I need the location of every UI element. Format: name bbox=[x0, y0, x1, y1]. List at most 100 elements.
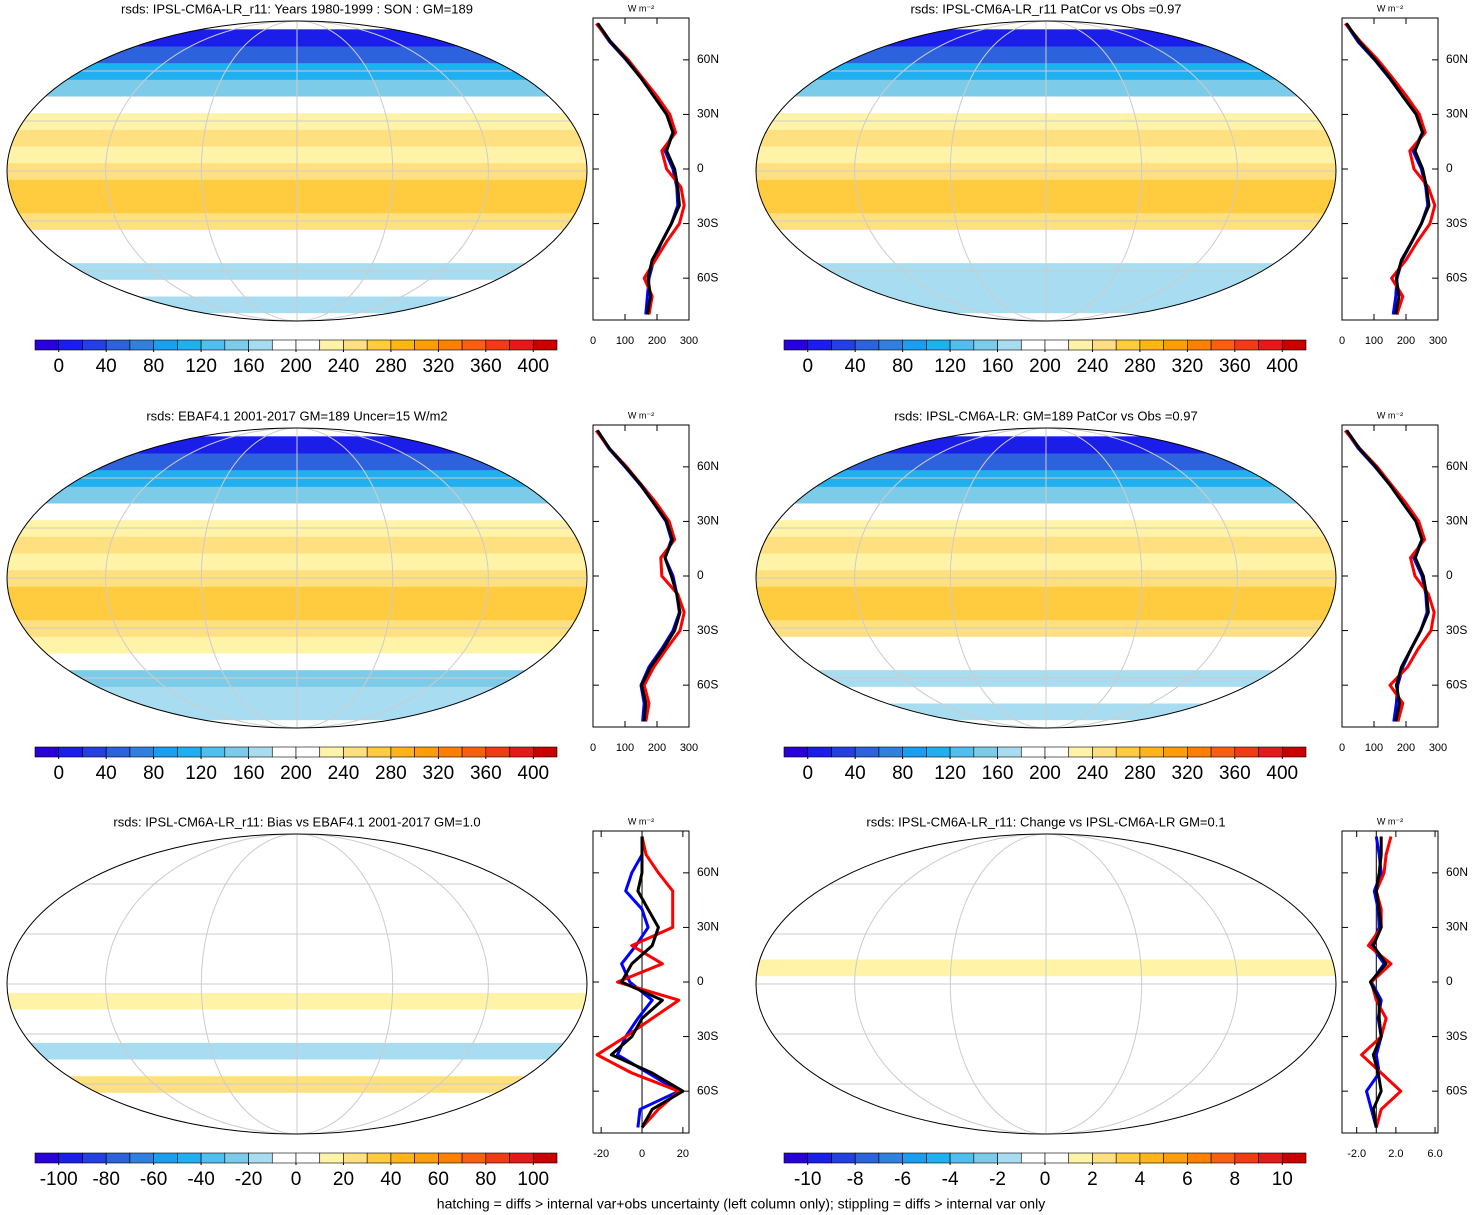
colorbar-tick-label: -8 bbox=[847, 1169, 864, 1190]
colorbar-box bbox=[177, 339, 202, 351]
colorbar-box bbox=[878, 746, 903, 758]
x-tick-label: 0 bbox=[590, 335, 596, 347]
graticule bbox=[949, 834, 1143, 1134]
x-tick-label: 300 bbox=[1429, 335, 1447, 347]
map-outline bbox=[755, 427, 1337, 729]
colorbar-box bbox=[973, 1152, 998, 1164]
x-tick-label: 20 bbox=[677, 1148, 689, 1160]
colorbar-box bbox=[1139, 1152, 1164, 1164]
colorbar-tick-label: -2 bbox=[989, 1169, 1006, 1190]
colorbar-box bbox=[1187, 746, 1212, 758]
colorbar-box bbox=[997, 746, 1022, 758]
y-tick-label: 30N bbox=[1446, 514, 1468, 528]
x-tick-label: 100 bbox=[616, 742, 634, 754]
graticule bbox=[200, 428, 394, 728]
colorbar-tick-label: 4 bbox=[1135, 1169, 1146, 1190]
map-field bbox=[7, 428, 587, 728]
colorbar-box bbox=[831, 339, 856, 351]
graticule bbox=[200, 21, 394, 321]
colorbar-box bbox=[319, 1152, 344, 1164]
colorbar-box bbox=[248, 1152, 273, 1164]
x-tick-label: 0 bbox=[1339, 335, 1345, 347]
y-tick-label: 0 bbox=[697, 568, 704, 582]
colorbar-box bbox=[1020, 746, 1046, 758]
colorbar-box bbox=[1115, 339, 1141, 351]
colorbar-box bbox=[1068, 746, 1093, 758]
colorbar-box bbox=[129, 746, 154, 758]
colorbar-tick-label: 40 bbox=[96, 763, 117, 784]
colorbar-tick-label: 120 bbox=[934, 763, 966, 784]
y-tick-label: 60S bbox=[1446, 1083, 1467, 1097]
colorbar-box bbox=[461, 339, 487, 351]
colorbar-box bbox=[1258, 1152, 1283, 1164]
colorbar-box bbox=[831, 746, 856, 758]
colorbar-tick-label: 0 bbox=[53, 763, 64, 784]
colorbar-tick-label: 120 bbox=[934, 356, 966, 377]
colorbar-box bbox=[997, 1152, 1022, 1164]
y-tick-label: 30S bbox=[697, 623, 718, 637]
colorbar-box bbox=[366, 746, 392, 758]
colorbar-box bbox=[926, 339, 951, 351]
x-tick-label: 200 bbox=[648, 335, 666, 347]
graticule bbox=[105, 21, 489, 321]
y-tick-label: 30N bbox=[1446, 920, 1468, 934]
colorbar-box bbox=[414, 339, 439, 351]
colorbar-tick-label: -60 bbox=[140, 1169, 167, 1190]
x-tick-label: 300 bbox=[680, 335, 698, 347]
colorbar-tick-label: 200 bbox=[1029, 356, 1061, 377]
x-tick-label: 300 bbox=[1429, 742, 1447, 754]
colorbar-tick-label: 360 bbox=[470, 356, 502, 377]
colorbar-tick-label: 320 bbox=[423, 763, 455, 784]
colorbar-tick-label: 240 bbox=[1077, 763, 1109, 784]
colorbar-box bbox=[878, 1152, 903, 1164]
colorbar-box bbox=[1092, 1152, 1117, 1164]
colorbar-box bbox=[319, 746, 344, 758]
colorbar-tick-label: 280 bbox=[375, 763, 407, 784]
colorbar-box bbox=[1258, 339, 1283, 351]
colorbar-box bbox=[532, 339, 558, 351]
colorbar-box bbox=[926, 746, 951, 758]
colorbar-tick-label: 160 bbox=[233, 763, 265, 784]
x-axis-unit: W m⁻² bbox=[628, 410, 654, 420]
colorbar-tick-label: 6 bbox=[1182, 1169, 1193, 1190]
x-tick-label: 2.0 bbox=[1388, 1148, 1403, 1160]
x-tick-label: 100 bbox=[1365, 335, 1383, 347]
colorbar-box bbox=[1020, 339, 1046, 351]
y-tick-label: 60N bbox=[697, 459, 719, 473]
y-tick-label: 0 bbox=[697, 161, 704, 175]
colorbar-box bbox=[1234, 746, 1259, 758]
colorbar-box bbox=[1092, 746, 1117, 758]
colorbar-box bbox=[1163, 746, 1188, 758]
profile-line bbox=[595, 836, 681, 1129]
colorbar-tick-label: 200 bbox=[280, 356, 312, 377]
colorbar-box bbox=[461, 746, 487, 758]
colorbar-tick-label: 80 bbox=[892, 356, 913, 377]
colorbar-box bbox=[105, 746, 131, 758]
graticule bbox=[105, 428, 489, 728]
colorbar-tick-label: 240 bbox=[1077, 356, 1109, 377]
colorbar-tick-label: 40 bbox=[380, 1169, 401, 1190]
colorbar-box bbox=[973, 339, 998, 351]
map-outline bbox=[6, 427, 588, 729]
map-outline bbox=[755, 20, 1337, 322]
colorbar-tick-label: 80 bbox=[143, 356, 164, 377]
colorbar-box bbox=[485, 1152, 510, 1164]
colorbar-box bbox=[1163, 339, 1188, 351]
colorbar-tick-label: -6 bbox=[894, 1169, 911, 1190]
colorbar-box bbox=[295, 1152, 321, 1164]
colorbar-box bbox=[271, 339, 297, 351]
colorbar-tick-label: 2 bbox=[1087, 1169, 1098, 1190]
colorbar-box bbox=[82, 1152, 107, 1164]
colorbar-box bbox=[902, 746, 927, 758]
x-tick-label: 200 bbox=[1397, 742, 1415, 754]
colorbar-box bbox=[1281, 339, 1307, 351]
colorbar-box bbox=[200, 339, 226, 351]
graticule bbox=[105, 834, 489, 1134]
colorbar-box bbox=[807, 1152, 832, 1164]
colorbar-box bbox=[153, 1152, 178, 1164]
graticule bbox=[854, 21, 1238, 321]
colorbar-tick-label: 240 bbox=[328, 763, 360, 784]
map-title: rsds: IPSL-CM6A-LR_r11 PatCor vs Obs =0.… bbox=[910, 1, 1181, 16]
y-tick-label: 60N bbox=[697, 865, 719, 879]
map-field bbox=[7, 834, 587, 1134]
